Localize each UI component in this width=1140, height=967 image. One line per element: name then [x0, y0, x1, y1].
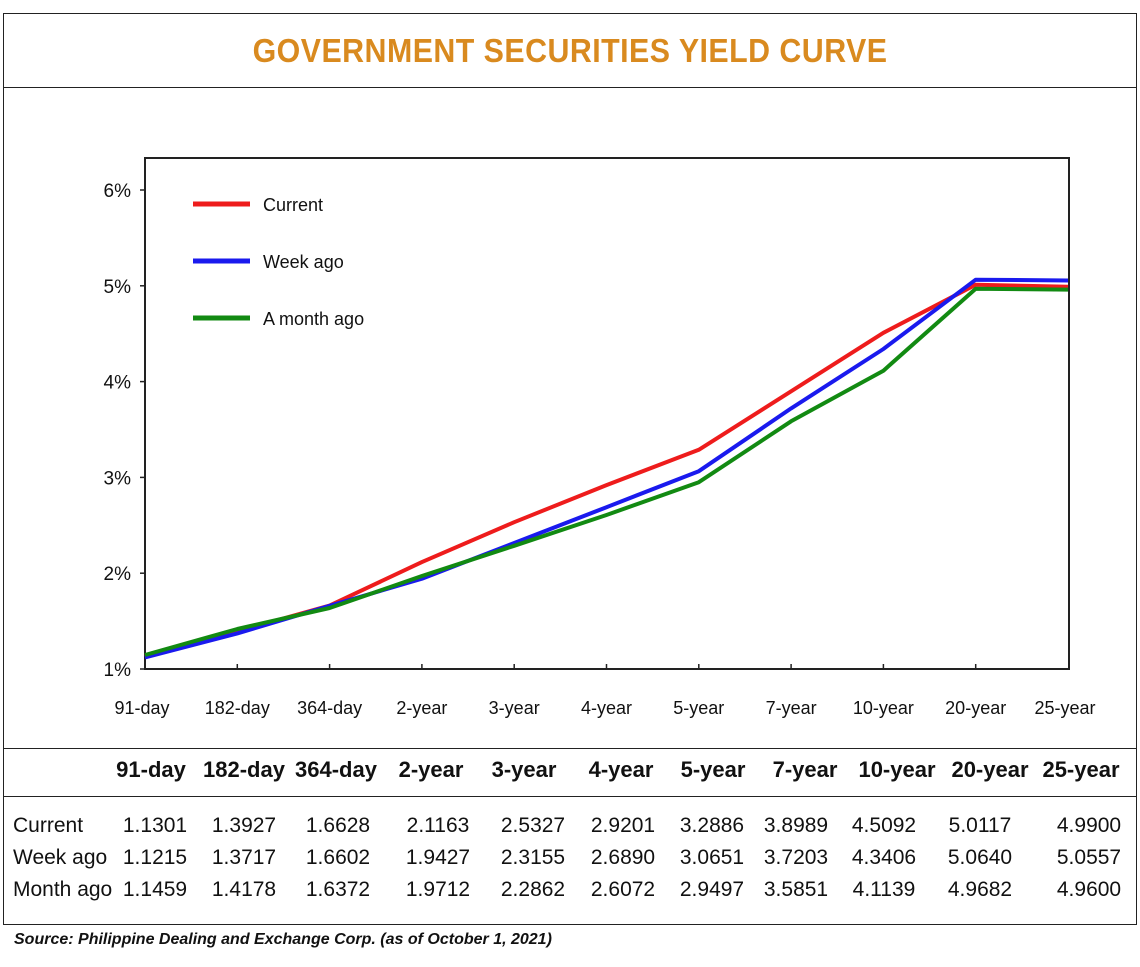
table-cell: 4.5092	[851, 814, 917, 837]
table-cell: 1.9712	[405, 878, 471, 901]
x-tick-label: 7-year	[766, 698, 817, 718]
legend-label: Week ago	[263, 252, 344, 272]
table-cell: 1.6602	[305, 846, 371, 869]
table-cell: 5.0117	[948, 814, 1012, 837]
table-header-cell: 4-year	[588, 757, 654, 782]
table-top-divider	[3, 748, 1137, 749]
table-row: Current 1.1301 1.3927 1.6628 2.1163 2.5327 2.…	[3, 811, 1137, 841]
x-tick-label: 364-day	[297, 698, 362, 718]
x-tick-label: 5-year	[673, 698, 724, 718]
table-header-cell: 25-year	[1042, 757, 1120, 782]
table-cell: 1.6372	[305, 878, 371, 901]
y-tick-label: 4%	[104, 373, 132, 394]
y-tick-label: 1%	[104, 660, 132, 681]
table-cell: 1.6628	[305, 814, 371, 837]
x-tick-label: 91-day	[114, 698, 169, 718]
y-axis: 1% 2% 3% 4% 5% 6%	[104, 181, 145, 681]
legend-label: A month ago	[263, 309, 364, 329]
table-header-cell: 182-day	[203, 757, 285, 782]
table-header-divider	[3, 796, 1137, 797]
plot-area	[144, 157, 1070, 670]
table-cell: 4.9682	[947, 878, 1013, 901]
table-cell: 5.0557	[1056, 846, 1122, 869]
chart-title: GOVERNMENT SECURITIES YIELD CURVE	[252, 31, 888, 69]
row-label-week-ago: Week ago	[13, 846, 108, 869]
table-header-cell: 3-year	[491, 757, 557, 782]
table-cell: 5.0640	[947, 846, 1013, 869]
row-label-month-ago: Month ago	[13, 878, 113, 901]
x-tick-label: 25-year	[1034, 698, 1095, 718]
title-bar: GOVERNMENT SECURITIES YIELD CURVE	[4, 14, 1136, 88]
x-tick-label: 20-year	[945, 698, 1006, 718]
table-cell: 2.6890	[590, 846, 656, 869]
table-cell: 4.9600	[1056, 878, 1122, 901]
x-axis: 91-day 182-day 364-day 2-year 3-year 4-year 5-…	[114, 664, 1096, 718]
x-tick-label: 182-day	[205, 698, 270, 718]
table-cell: 2.9497	[679, 878, 745, 901]
table-cell: 1.1301	[122, 814, 188, 837]
x-tick-label: 2-year	[396, 698, 447, 718]
table-cell: 2.2862	[500, 878, 566, 901]
table-row: Month ago 1.1459 1.4178 1.6372 1.9712 2.2862…	[3, 875, 1137, 905]
table-header-row: 91-day 182-day 364-day 2-year 3-year 4-year 5-…	[3, 755, 1137, 785]
table-cell: 3.2886	[679, 814, 745, 837]
y-tick-label: 6%	[104, 181, 132, 202]
table-header-cell: 91-day	[116, 757, 186, 782]
table-cell: 3.8989	[763, 814, 829, 837]
table-cell: 1.3927	[211, 814, 277, 837]
y-tick-label: 2%	[104, 564, 132, 585]
y-tick-label: 5%	[104, 277, 132, 298]
table-cell: 1.9427	[405, 846, 471, 869]
yield-curve-chart: 1% 2% 3% 4% 5% 6% 91-day 182-day 364-day 2-year 3…	[104, 157, 1096, 718]
table-cell: 2.1163	[406, 814, 470, 837]
table-row: Week ago 1.1215 1.3717 1.6602 1.9427 2.3155 2…	[3, 843, 1137, 873]
table-cell: 3.7203	[763, 846, 829, 869]
table-cell: 4.3406	[851, 846, 917, 869]
table-cell: 3.5851	[763, 878, 829, 901]
series-line-a-month-ago	[144, 286, 1069, 657]
chart-frame: GOVERNMENT SECURITIES YIELD CURVE	[3, 13, 1137, 925]
table-header-cell: 5-year	[680, 757, 746, 782]
table-cell: 3.0651	[679, 846, 745, 869]
x-tick-label: 3-year	[489, 698, 540, 718]
table-cell: 4.9900	[1056, 814, 1122, 837]
table-cell: 1.3717	[211, 846, 277, 869]
table-cell: 2.5327	[500, 814, 566, 837]
row-label-current: Current	[13, 814, 84, 837]
legend: Current Week ago A month ago	[193, 195, 364, 329]
source-note: Source: Philippine Dealing and Exchange …	[14, 931, 552, 948]
x-tick-label: 4-year	[581, 698, 632, 718]
table-cell: 2.9201	[590, 814, 656, 837]
table-cell: 4.1139	[852, 878, 916, 901]
table-header-cell: 20-year	[951, 757, 1029, 782]
legend-label: Current	[263, 195, 323, 215]
table-cell: 2.3155	[500, 846, 566, 869]
table-header-cell: 7-year	[772, 757, 838, 782]
series-lines	[144, 277, 1069, 660]
x-tick-label: 10-year	[853, 698, 914, 718]
table-header-cell: 364-day	[295, 757, 377, 782]
table-cell: 1.1215	[122, 846, 188, 869]
table-cell: 2.6072	[590, 878, 656, 901]
table-cell: 1.4178	[211, 878, 277, 901]
table-cell: 1.1459	[122, 878, 188, 901]
y-tick-label: 3%	[104, 468, 132, 489]
table-header-cell: 2-year	[398, 757, 464, 782]
table-header-cell: 10-year	[858, 757, 936, 782]
